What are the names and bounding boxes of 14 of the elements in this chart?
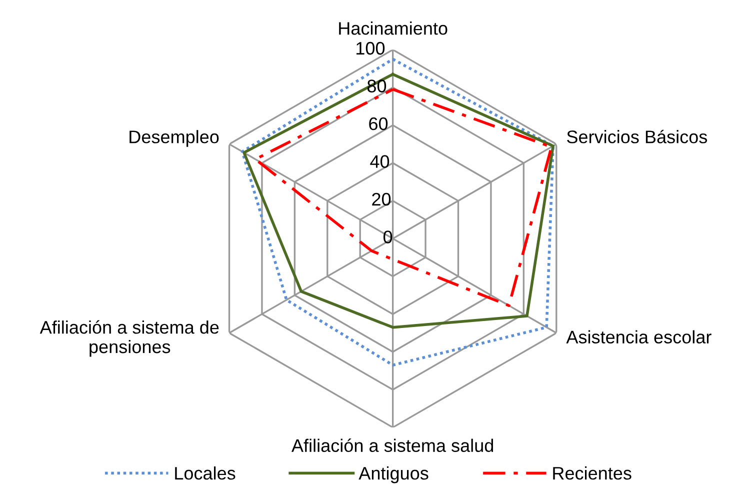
spoke-label: Afiliación a sistema salud: [292, 438, 494, 452]
y-tick-label: 40: [370, 155, 390, 168]
spoke-label: Afiliación a sistema de pensiones: [40, 320, 219, 357]
y-tick-label: 60: [369, 117, 388, 130]
spoke-label: Asistencia escolar: [566, 330, 712, 344]
spoke-label: Hacinamiento: [339, 22, 448, 35]
legend-label: Locales: [175, 466, 236, 480]
y-tick-label: 100: [356, 42, 385, 55]
spoke-label: Desempleo: [130, 130, 219, 147]
legend-label: Antiguos: [358, 466, 428, 484]
legend-label: Recientes: [553, 466, 632, 480]
y-tick-label: 0: [383, 230, 392, 244]
spoke-label: Servicios Básicos: [567, 130, 708, 144]
y-tick-label: 20: [372, 192, 391, 206]
